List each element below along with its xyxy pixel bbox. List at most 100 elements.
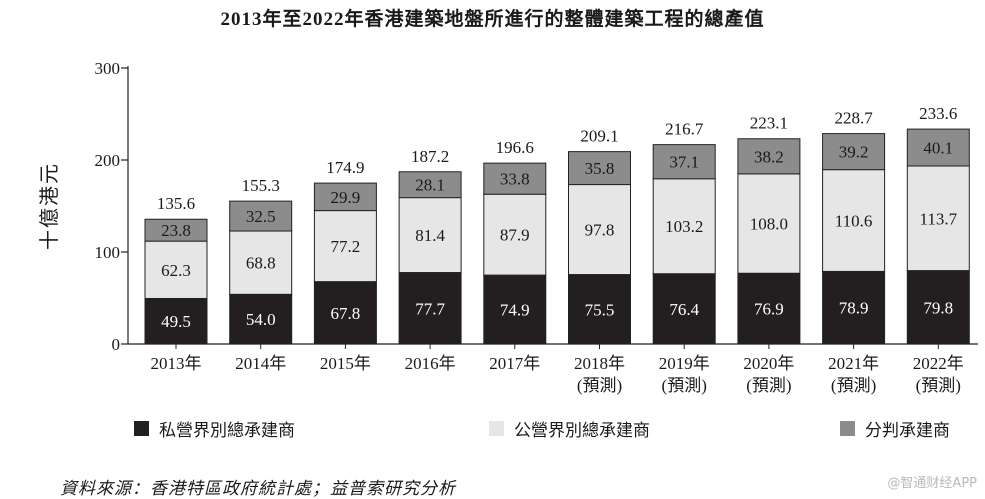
chart-title: 2013年至2022年香港建築地盤所進行的整體建築工程的總產值 [220,9,765,30]
bar-segment [483,193,547,276]
legend: 私營界別總承建商 公營界別總承建商 分判承建商 [0,414,985,441]
y-axis-label: 十億港元 [38,162,61,250]
x-tick-note: (預測) [916,376,961,395]
data-label: 39.2 [839,143,869,162]
x-tick-label: 2018年 [574,354,625,373]
data-label: 32.5 [246,207,276,226]
total-label: 196.6 [496,138,534,157]
bar-segment [737,173,801,274]
bar-segment [652,144,716,180]
bar-segment [313,182,377,212]
y-tick-label: 300 [95,59,121,78]
bar-segment [483,162,547,195]
x-tick-note: (預測) [831,376,876,395]
stacked-bar-chart: 0 100 200 300 十億港元 49.5 62.3 23.8 135.6 2013年 54.0… [38,59,978,395]
legend-swatch [840,421,855,436]
legend-label: 私營界別總承建商 [159,421,295,440]
data-label: 23.8 [161,221,191,240]
data-label: 77.7 [415,299,445,318]
x-tick-label: 2019年 [659,354,710,373]
x-tick-note: (預測) [662,376,707,395]
data-label: 78.9 [839,299,869,318]
data-label: 33.8 [500,170,530,189]
bar-segment [652,273,716,345]
source-note: 資料來源：香港特區政府統計處；益普索研究分析 [60,479,456,498]
x-tick-label: 2016年 [405,354,456,373]
bar-segment [483,274,547,345]
bar-segment [398,272,462,345]
legend-item: 私營界別總承建商 [134,416,295,441]
data-label: 103.2 [665,217,703,236]
data-label: 77.2 [331,237,361,256]
data-label: 76.4 [669,300,699,319]
data-label: 87.9 [500,226,530,245]
y-tick-label: 200 [95,151,121,170]
data-label: 49.5 [161,312,191,331]
bar-segment [906,270,970,345]
x-tick-label: 2017年 [489,354,540,373]
data-label: 37.1 [669,153,699,172]
total-label: 174.9 [326,158,364,177]
x-tick-note: (預測) [746,376,791,395]
x-tick-label: 2020年 [743,354,794,373]
bar-segment [144,218,208,242]
total-label: 223.1 [750,114,788,133]
bar-segment [737,272,801,345]
bar-segment [737,138,801,175]
data-label: 113.7 [919,209,957,228]
data-label: 28.1 [415,176,445,195]
bar-segment [822,133,886,171]
bar-segment [144,297,208,345]
bar-segment [398,197,462,274]
x-tick-label: 2022年 [913,354,964,373]
bar-segment [313,210,377,283]
bar-segment [398,171,462,199]
data-label: 54.0 [246,310,276,329]
legend-swatch [134,421,149,436]
bar-segment [568,184,631,276]
legend-item: 公營界別總承建商 [489,416,650,441]
total-label: 216.7 [665,120,704,139]
bar-segment [906,165,970,272]
data-label: 110.6 [835,212,873,231]
data-label: 35.8 [585,159,615,178]
data-label: 79.8 [923,298,953,317]
bar-segment [144,240,208,299]
data-label: 97.8 [585,221,615,240]
bar-segment [906,128,970,167]
data-label: 75.5 [585,300,615,319]
total-label: 187.2 [411,147,449,166]
data-label: 29.9 [331,188,361,207]
data-label: 67.8 [331,304,361,323]
legend-swatch [489,421,504,436]
x-tick-label: 2013年 [151,354,202,373]
data-label: 76.9 [754,300,784,319]
bar-segment [229,200,293,232]
y-tick-label: 100 [95,243,121,262]
total-label: 228.7 [834,109,873,128]
x-tick-label: 2015年 [320,354,371,373]
watermark: @智通财经APP [887,476,977,491]
data-label: 38.2 [754,147,784,166]
total-label: 209.1 [580,127,618,146]
data-label: 108.0 [750,215,788,234]
total-label: 233.6 [919,104,957,123]
bar-segment [313,281,377,345]
data-label: 68.8 [246,254,276,273]
data-label: 62.3 [161,261,191,280]
total-label: 135.6 [157,194,195,213]
data-label: 81.4 [415,226,445,245]
x-tick-label: 2014年 [235,354,286,373]
bar-segment [568,151,631,186]
y-tick-label: 0 [112,335,121,354]
data-label: 74.9 [500,301,530,320]
legend-label: 分判承建商 [865,421,950,440]
bar-segment [652,178,716,275]
data-label: 40.1 [923,139,953,158]
bar-segment [229,230,293,295]
x-tick-label: 2021年 [828,354,879,373]
legend-item: 分判承建商 [840,416,950,441]
bar-segment [822,169,886,272]
bar-segment [568,274,631,345]
total-label: 155.3 [242,176,280,195]
